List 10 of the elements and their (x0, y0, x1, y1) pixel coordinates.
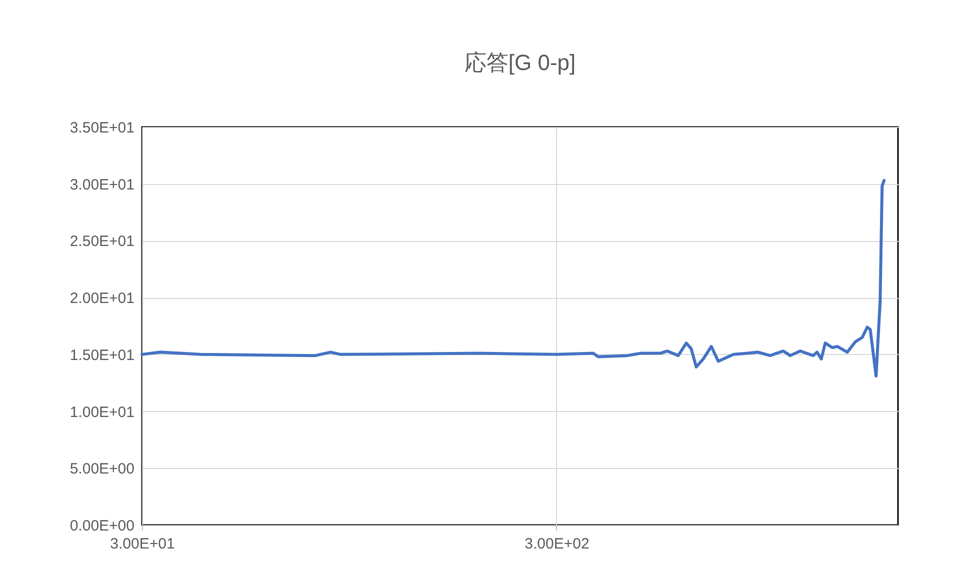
y-tick-label: 3.50E+01 (70, 120, 134, 136)
chart-title: 応答[G 0-p] (464, 50, 576, 75)
x-tick-label: 3.00E+02 (524, 536, 590, 552)
y-tick-label: 5.00E+00 (70, 460, 134, 478)
y-tick-label: 1.00E+01 (70, 404, 134, 421)
y-tick-label: 1.50E+01 (70, 346, 134, 364)
y-tick-label: 3.00E+01 (70, 176, 134, 194)
y-tick-label: 0.00E+00 (70, 518, 134, 534)
y-tick-label: 2.50E+01 (70, 233, 134, 250)
y-tick-label: 2.00E+01 (70, 290, 134, 308)
